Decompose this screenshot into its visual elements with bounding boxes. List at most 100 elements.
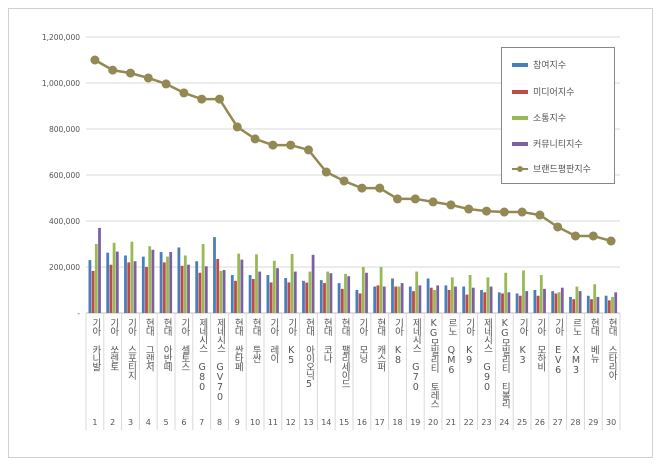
- bar-3: [450, 277, 454, 313]
- bar-3: [130, 241, 134, 313]
- category-label: 현대 그랜저: [143, 318, 155, 371]
- rank-label: 24: [499, 418, 510, 427]
- bar-4: [151, 249, 155, 313]
- legend-swatch: [512, 115, 528, 120]
- category-label: 기아 모하비: [534, 318, 546, 371]
- bar-4: [169, 252, 173, 313]
- line-point: [606, 236, 616, 246]
- category-label: 현대 코나: [321, 318, 333, 362]
- category-label: 기아 쏘렌토: [107, 318, 119, 371]
- legend-item-community: 커뮤니티지수: [512, 137, 583, 150]
- bar-2: [234, 280, 237, 313]
- legend-item-brand-reputation: 브랜드평판지수: [512, 162, 591, 175]
- rank-label: 5: [163, 418, 169, 427]
- legend-label: 소통지수: [533, 114, 567, 124]
- bar-2: [145, 267, 148, 313]
- bar-3: [201, 244, 205, 313]
- line-point: [571, 231, 580, 241]
- rank-label: 28: [570, 418, 581, 427]
- rank-label: 15: [339, 418, 350, 427]
- line-point: [143, 73, 153, 83]
- bar-1: [551, 291, 555, 313]
- bar-4: [400, 283, 404, 313]
- bar-1: [569, 296, 572, 313]
- bar-2: [340, 288, 344, 313]
- y-tick-label: 600,000: [49, 171, 80, 180]
- bar-2: [180, 265, 184, 313]
- bar-1: [141, 256, 145, 313]
- y-tick-label: 800,000: [49, 125, 80, 134]
- bar-1: [266, 275, 270, 313]
- bar-3: [611, 296, 614, 313]
- bar-3: [219, 270, 223, 313]
- bar-3: [468, 275, 472, 313]
- y-tick-label: -: [77, 309, 80, 318]
- line-point: [197, 94, 207, 104]
- category-label: 제네시스 G70: [410, 318, 422, 392]
- line-point: [304, 145, 313, 155]
- y-tick-label: 1,000,000: [42, 79, 80, 88]
- legend: 참여지수 미디어지수 소통지수 커뮤니티지수 브랜드평판지수: [501, 47, 615, 184]
- bar-2: [269, 282, 273, 313]
- y-tick-label: 1,200,000: [42, 33, 80, 42]
- rank-label: 29: [588, 418, 599, 427]
- category-label: 제네시스 G80: [196, 318, 208, 392]
- bar-1: [284, 278, 288, 313]
- bar-2: [305, 282, 309, 313]
- line-point: [286, 140, 296, 150]
- rank-label: 13: [303, 418, 314, 427]
- category-label: 현대 싼타페: [232, 318, 244, 371]
- bar-4: [187, 264, 190, 313]
- bar-3: [522, 270, 525, 313]
- category-label: 현대 팰리세이드: [339, 318, 351, 388]
- rank-label: 27: [552, 418, 563, 427]
- bar-4: [258, 271, 262, 313]
- bar-3: [539, 275, 543, 313]
- bar-2: [465, 294, 469, 313]
- bar-4: [204, 266, 208, 313]
- legend-swatch: [512, 62, 528, 67]
- bar-4: [489, 286, 493, 313]
- bar-3: [166, 256, 169, 313]
- bar-2: [590, 299, 593, 313]
- line-point: [588, 231, 598, 241]
- bar-4: [471, 287, 475, 313]
- bar-1: [302, 280, 305, 313]
- rank-label: 2: [110, 418, 116, 427]
- line-point: [268, 140, 278, 150]
- bar-2: [483, 292, 487, 313]
- bar-2: [323, 283, 326, 313]
- line-point: [393, 194, 402, 204]
- line-point: [375, 183, 385, 193]
- bar-2: [572, 299, 576, 313]
- bar-3: [237, 253, 241, 313]
- bar-4: [614, 292, 618, 313]
- bar-1: [177, 247, 181, 313]
- bar-2: [216, 258, 220, 313]
- bar-4: [347, 276, 351, 313]
- bar-3: [575, 286, 579, 313]
- bar-2: [376, 285, 380, 313]
- bar-1: [462, 286, 466, 313]
- bar-4: [543, 288, 546, 313]
- bar-2: [554, 293, 558, 313]
- category-label: KG모빌리티 티볼리: [499, 318, 511, 408]
- bar-3: [361, 267, 365, 313]
- rank-label: 25: [517, 418, 528, 427]
- y-tick-label: 200,000: [49, 263, 80, 272]
- bar-2: [127, 262, 131, 313]
- category-label: 기아 레이: [267, 318, 279, 362]
- line-point: [126, 68, 135, 78]
- bar-3: [557, 292, 561, 313]
- category-label: 기아 모닝: [356, 318, 368, 362]
- category-label: KG모빌리티 토레스: [428, 318, 440, 408]
- bar-1: [248, 275, 252, 313]
- bar-3: [397, 286, 401, 313]
- category-label: 기아 셀토스: [178, 318, 190, 371]
- category-label: 제네시스 GV70: [214, 318, 226, 402]
- legend-item-participation: 참여지수: [512, 58, 566, 71]
- category-label: 제네시스 G90: [481, 318, 493, 392]
- bar-4: [560, 287, 564, 313]
- legend-label: 미디어지수: [533, 88, 575, 98]
- bar-2: [447, 290, 451, 313]
